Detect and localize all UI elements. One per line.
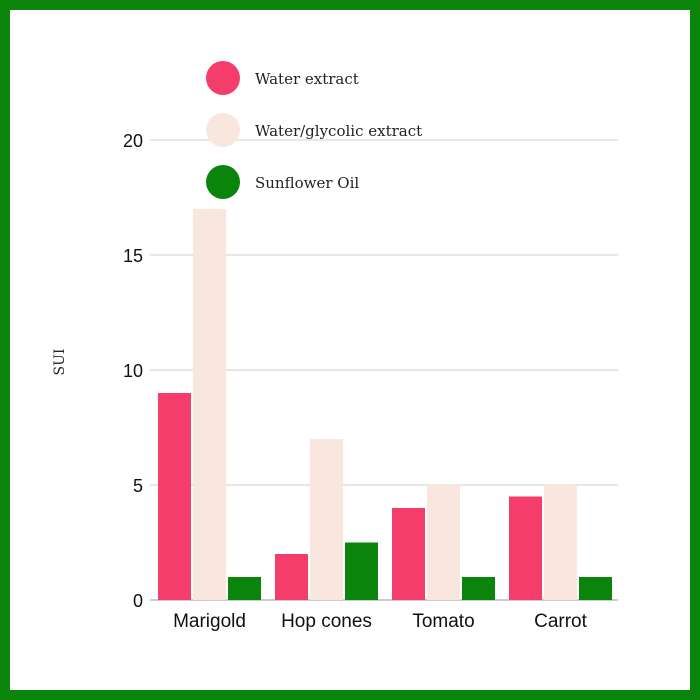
legend-swatch [206,165,240,199]
bar [228,577,261,600]
bar [345,542,378,600]
x-category-label: Marigold [173,611,246,632]
bar [158,393,191,600]
x-category-label: Carrot [534,611,588,632]
legend: Water extract Water/glycolic extract Sunfl… [206,61,422,199]
bar [579,577,612,600]
bar [544,485,577,600]
bar [509,496,542,600]
bars [158,209,612,600]
bar [462,577,495,600]
y-tick-label: 15 [123,246,143,266]
bar [275,554,308,600]
y-tick-label: 0 [133,591,143,611]
bar [310,439,343,600]
legend-swatch [206,61,240,95]
y-tick-label: 20 [123,131,143,151]
x-category-label: Tomato [412,611,474,632]
bar [193,209,226,600]
x-category-label: Hop cones [281,611,372,632]
y-tick-label: 10 [123,361,143,381]
bar [427,485,460,600]
legend-label: Water extract [255,70,359,88]
legend-label: Sunflower Oil [255,174,359,192]
y-axis-ticks: 0 5 10 15 20 [123,131,143,611]
legend-swatch [206,113,240,147]
y-axis-label: SUI [52,349,68,376]
x-axis-categories: Marigold Hop cones Tomato Carrot [173,611,588,632]
legend-label: Water/glycolic extract [255,122,422,140]
bar [392,508,425,600]
y-tick-label: 5 [133,476,143,496]
